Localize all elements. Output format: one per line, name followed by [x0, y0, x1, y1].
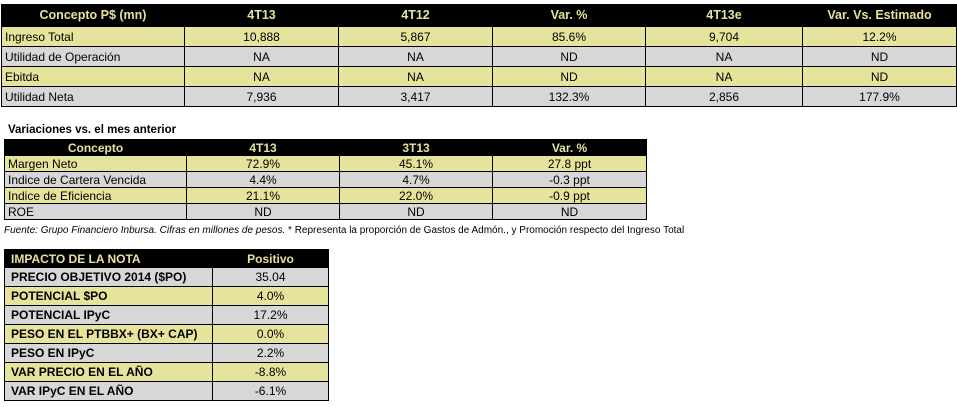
table-row: PESO EN IPyC 2.2% — [4, 343, 329, 363]
header-var: Var. % — [492, 139, 647, 156]
table-row: PESO EN EL PTBBX+ (BX+ CAP) 0.0% — [4, 324, 329, 344]
cell: 9,704 — [645, 26, 803, 47]
row-label: VAR IPyC EN EL AÑO — [4, 381, 213, 401]
cell: 17.2% — [212, 305, 329, 325]
cell: 5,867 — [338, 26, 493, 47]
footnote-source: Fuente: Grupo Financiero Inbursa. Cifras… — [4, 225, 286, 236]
row-label: Ebitda — [1, 66, 185, 87]
table-row: ROE ND ND ND — [4, 203, 647, 220]
row-label: Margen Neto — [4, 155, 187, 172]
cell: -8.8% — [212, 362, 329, 382]
cell: NA — [184, 66, 339, 87]
header-concepto: Concepto P$ (mn) — [1, 4, 185, 27]
cell: NA — [645, 66, 803, 87]
cell: ND — [186, 203, 340, 220]
table-row: Ingreso Total 10,888 5,867 85.6% 9,704 1… — [1, 26, 957, 47]
cell: 12.2% — [802, 26, 957, 47]
results-table-header: Concepto P$ (mn) 4T13 4T12 Var. % 4T13e … — [1, 4, 957, 27]
results-table: Concepto P$ (mn) 4T13 4T12 Var. % 4T13e … — [1, 4, 957, 107]
cell: 132.3% — [492, 86, 646, 107]
cell: 2,856 — [645, 86, 803, 107]
monthly-variation-table: Concepto 4T13 3T13 Var. % Margen Neto 72… — [4, 139, 647, 220]
cell: NA — [184, 46, 339, 67]
row-label: VAR PRECIO EN EL AÑO — [4, 362, 213, 382]
table-row: Utilidad de Operación NA NA ND NA ND — [1, 46, 957, 67]
cell: ND — [492, 66, 646, 87]
table-row: Utilidad Neta 7,936 3,417 132.3% 2,856 1… — [1, 86, 957, 107]
cell: 177.9% — [802, 86, 957, 107]
table-row: POTENCIAL $PO 4.0% — [4, 286, 329, 306]
table-row: Indice de Eficiencia 21.1% 22.0% -0.9 pp… — [4, 187, 647, 204]
cell: ND — [339, 203, 493, 220]
cell: -0.9 ppt — [492, 187, 647, 204]
row-label: ROE — [4, 203, 187, 220]
row-label: PESO EN EL PTBBX+ (BX+ CAP) — [4, 324, 213, 344]
row-label: PRECIO OBJETIVO 2014 ($PO) — [4, 267, 213, 287]
cell: ND — [492, 46, 646, 67]
row-label: Indice de Cartera Vencida — [4, 171, 187, 188]
row-label: Indice de Eficiencia — [4, 187, 187, 204]
variation-table-header: Concepto 4T13 3T13 Var. % — [4, 139, 647, 156]
cell: 45.1% — [339, 155, 493, 172]
cell: 4.4% — [186, 171, 340, 188]
row-label: POTENCIAL $PO — [4, 286, 213, 306]
row-label: Utilidad de Operación — [1, 46, 185, 67]
cell: 72.9% — [186, 155, 340, 172]
row-label: Ingreso Total — [1, 26, 185, 47]
footnote: Fuente: Grupo Financiero Inbursa. Cifras… — [4, 225, 684, 236]
header-var-estimado: Var. Vs. Estimado — [802, 4, 957, 27]
header-3t13: 3T13 — [339, 139, 493, 156]
cell: 22.0% — [339, 187, 493, 204]
header-positivo: Positivo — [212, 249, 329, 268]
header-var: Var. % — [492, 4, 646, 27]
cell: NA — [338, 66, 493, 87]
table-row: Margen Neto 72.9% 45.1% 27.8 ppt — [4, 155, 647, 172]
row-label: Utilidad Neta — [1, 86, 185, 107]
header-4t13e: 4T13e — [645, 4, 803, 27]
table-row: Indice de Cartera Vencida 4.4% 4.7% -0.3… — [4, 171, 647, 188]
cell: 7,936 — [184, 86, 339, 107]
cell: NA — [645, 46, 803, 67]
cell: 85.6% — [492, 26, 646, 47]
cell: NA — [338, 46, 493, 67]
cell: -6.1% — [212, 381, 329, 401]
cell: ND — [802, 46, 957, 67]
footnote-text: * Representa la proporción de Gastos de … — [285, 225, 685, 236]
section-subtitle: Variaciones vs. el mes anterior — [8, 124, 177, 136]
table-row: VAR PRECIO EN EL AÑO -8.8% — [4, 362, 329, 382]
impact-table-header: IMPACTO DE LA NOTA Positivo — [4, 249, 329, 268]
table-row: Ebitda NA NA ND NA ND — [1, 66, 957, 87]
cell: 4.7% — [339, 171, 493, 188]
row-label: POTENCIAL IPyC — [4, 305, 213, 325]
cell: 3,417 — [338, 86, 493, 107]
cell: 27.8 ppt — [492, 155, 647, 172]
cell: 4.0% — [212, 286, 329, 306]
table-row: VAR IPyC EN EL AÑO -6.1% — [4, 381, 329, 401]
cell: 21.1% — [186, 187, 340, 204]
cell: ND — [492, 203, 647, 220]
header-4t12: 4T12 — [338, 4, 493, 27]
table-row: PRECIO OBJETIVO 2014 ($PO) 35.04 — [4, 267, 329, 287]
header-4t13: 4T13 — [184, 4, 339, 27]
cell: 0.0% — [212, 324, 329, 344]
header-impacto: IMPACTO DE LA NOTA — [4, 249, 213, 268]
cell: 10,888 — [184, 26, 339, 47]
cell: 35.04 — [212, 267, 329, 287]
impact-table: IMPACTO DE LA NOTA Positivo PRECIO OBJET… — [4, 249, 329, 401]
row-label: PESO EN IPyC — [4, 343, 213, 363]
cell: 2.2% — [212, 343, 329, 363]
header-concepto: Concepto — [4, 139, 187, 156]
header-4t13: 4T13 — [186, 139, 340, 156]
cell: -0.3 ppt — [492, 171, 647, 188]
cell: ND — [802, 66, 957, 87]
table-row: POTENCIAL IPyC 17.2% — [4, 305, 329, 325]
